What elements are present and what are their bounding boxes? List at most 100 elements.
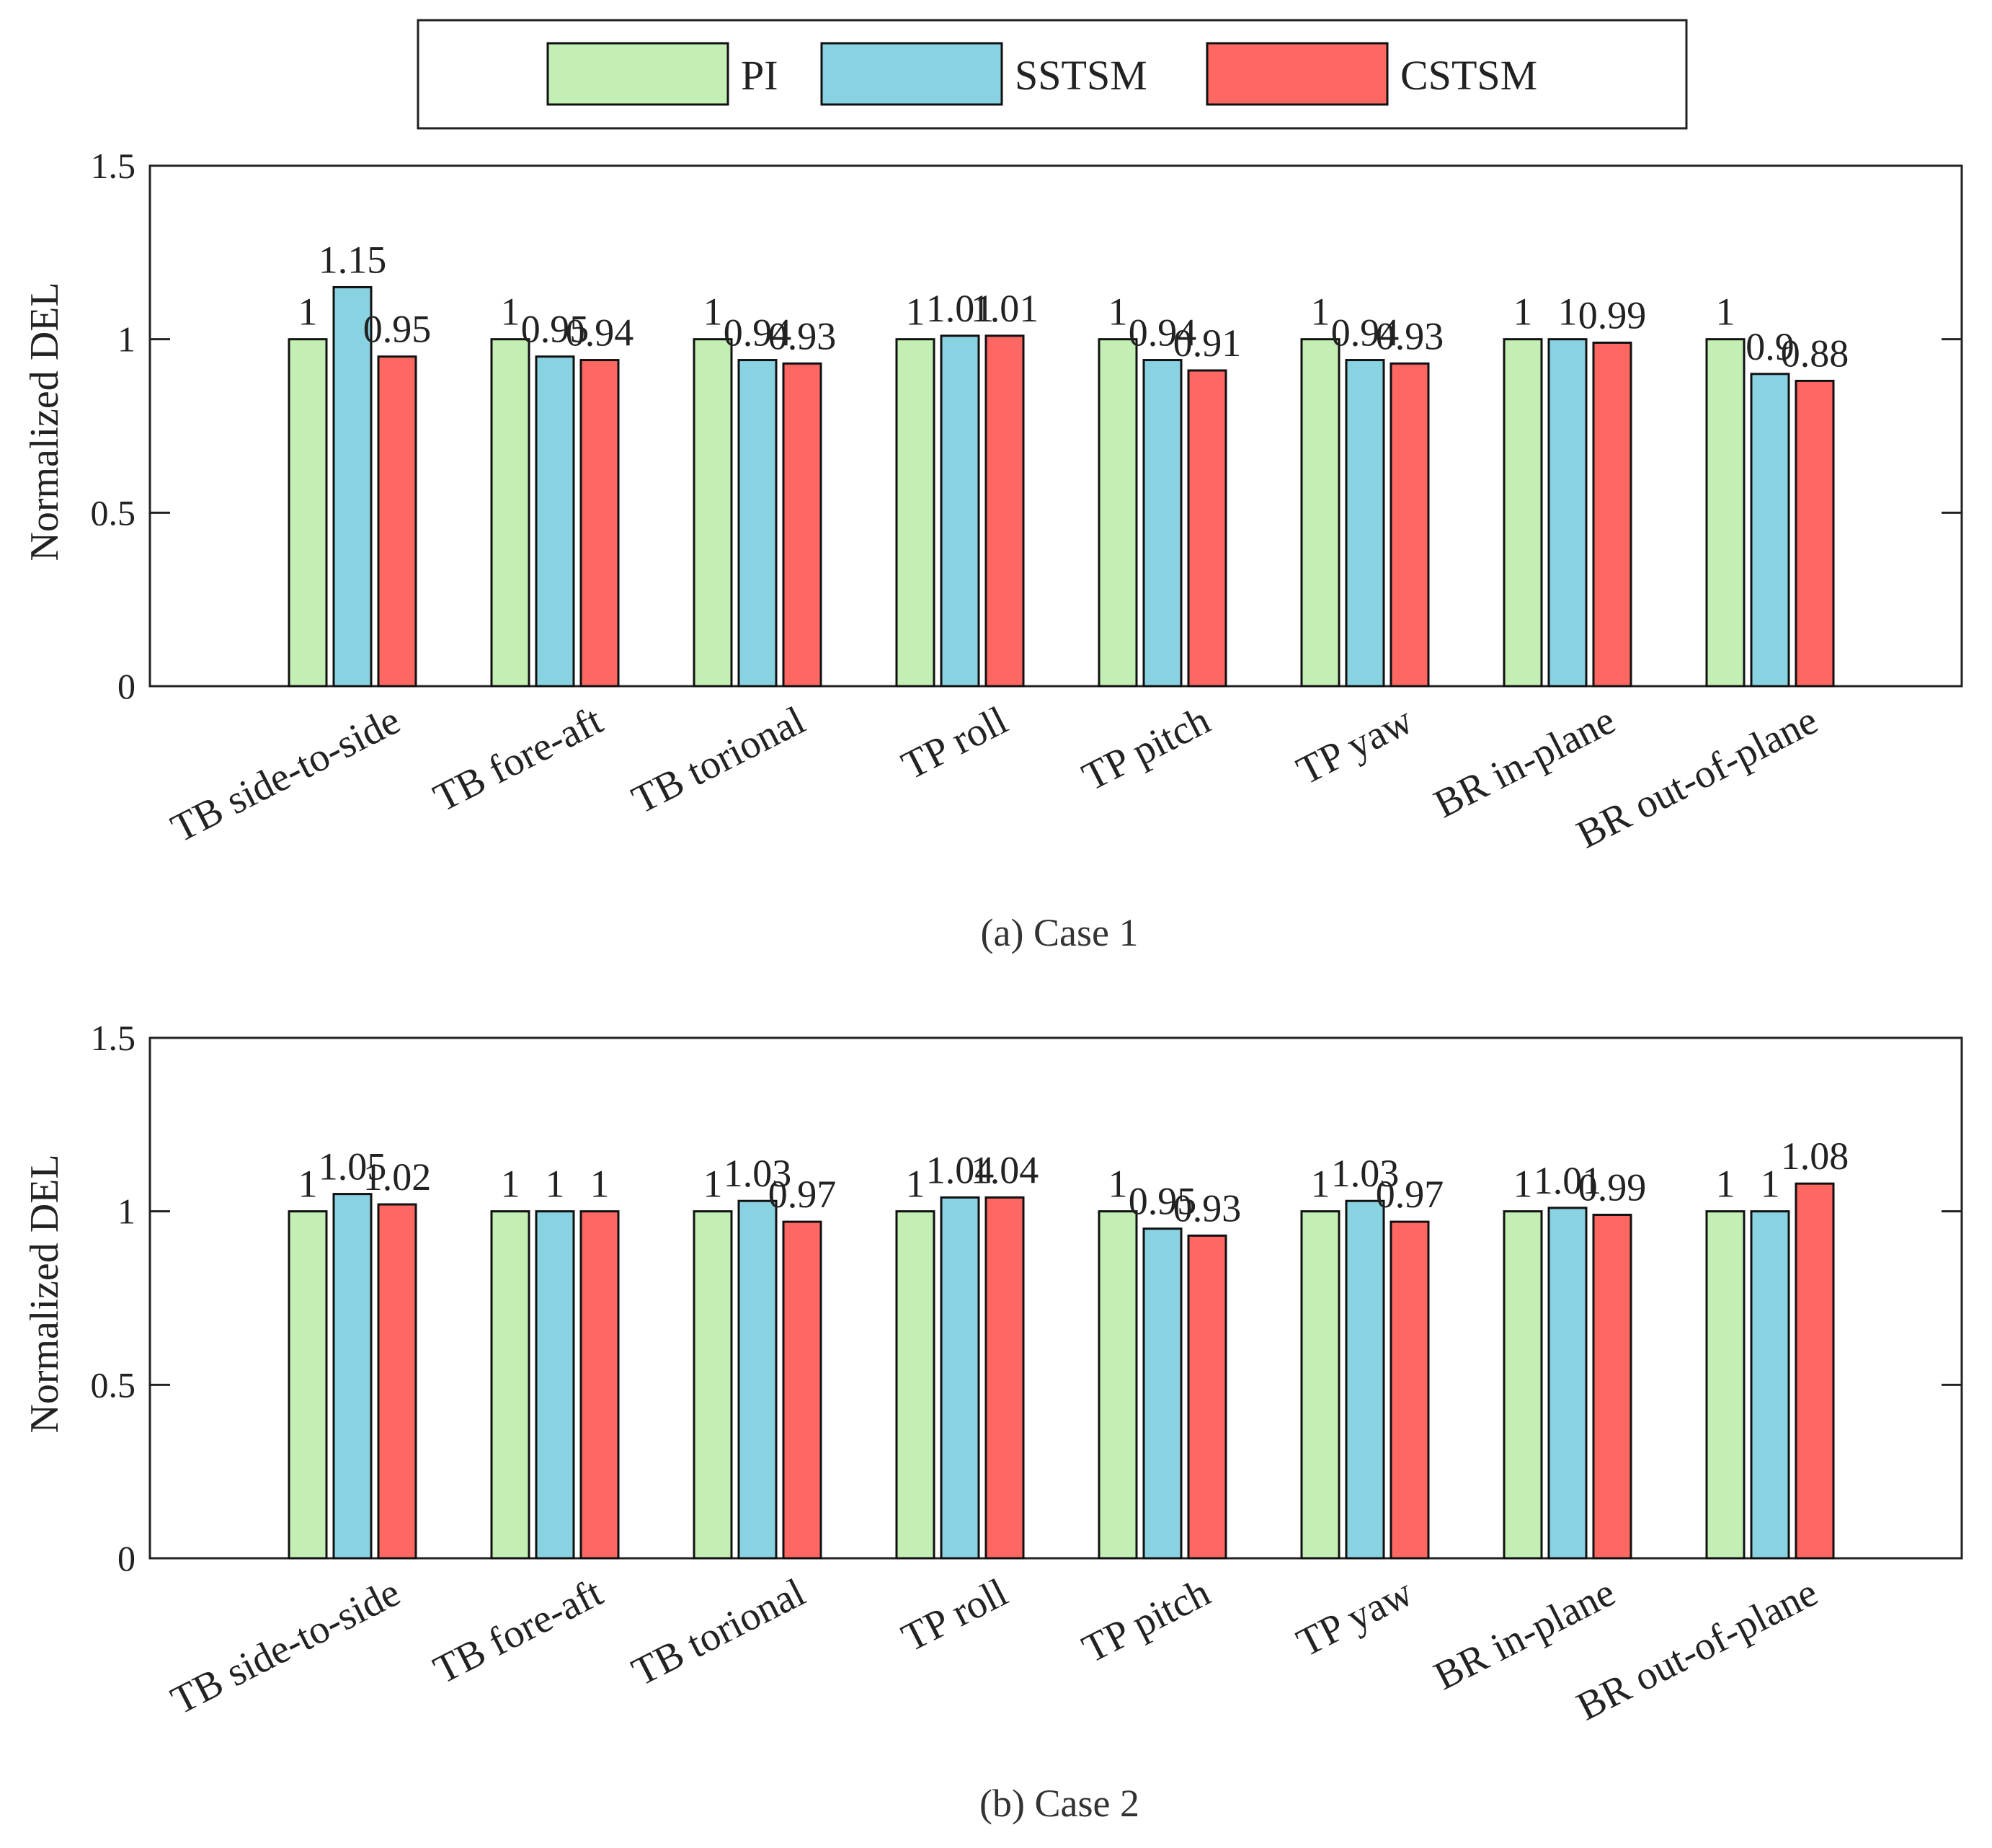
value-label-sstsm-tb-torional-case-1: 0.94	[724, 311, 792, 355]
bar-cstsm-br-out-of-plane-case-2	[1795, 1182, 1835, 1560]
bar-sstsm-tp-yaw-case-1	[1345, 359, 1385, 688]
bar-pi-tb-fore-aft-case-1	[490, 338, 530, 688]
y-axis-title-case-2: Normalized DEL	[22, 1154, 67, 1433]
y-axis-title-case-1: Normalized DEL	[22, 282, 67, 561]
value-label-sstsm-tp-pitch-case-1: 0.94	[1129, 311, 1197, 355]
bar-cstsm-tb-side-to-side-case-2	[377, 1203, 417, 1560]
value-label-cstsm-tp-roll-case-2: 1.04	[971, 1148, 1039, 1191]
bar-pi-tb-torional-case-2	[693, 1210, 733, 1560]
bar-pi-tp-yaw-case-2	[1300, 1210, 1340, 1560]
value-label-pi-tb-torional-case-2: 1	[703, 1163, 723, 1206]
value-label-sstsm-br-in-plane-case-2: 1.01	[1534, 1159, 1602, 1202]
caption-case-1: (a) Case 1	[981, 911, 1139, 954]
value-label-cstsm-tp-yaw-case-2: 0.97	[1376, 1173, 1444, 1216]
value-label-pi-tp-yaw-case-2: 1	[1311, 1163, 1330, 1206]
value-label-cstsm-br-in-plane-case-1: 0.99	[1578, 293, 1647, 337]
value-label-sstsm-tb-torional-case-2: 1.03	[724, 1152, 792, 1195]
plot-frame-case-2	[148, 1036, 1963, 1560]
y-tick-label-case-1: 1	[117, 319, 135, 360]
value-label-cstsm-tp-pitch-case-2: 0.93	[1173, 1186, 1242, 1230]
bar-pi-tp-pitch-case-2	[1098, 1210, 1138, 1560]
bar-cstsm-tp-roll-case-1	[984, 334, 1025, 688]
value-label-cstsm-br-in-plane-case-2: 0.99	[1578, 1165, 1647, 1209]
bar-sstsm-tb-side-to-side-case-2	[332, 1193, 373, 1560]
bar-cstsm-br-in-plane-case-1	[1592, 341, 1632, 688]
y-tick-label-case-1: 0.5	[91, 492, 136, 533]
bar-pi-tb-fore-aft-case-2	[490, 1210, 530, 1560]
value-label-sstsm-tb-fore-aft-case-1: 0.95	[521, 308, 590, 351]
bar-pi-br-in-plane-case-1	[1503, 338, 1543, 688]
bar-cstsm-tb-side-to-side-case-1	[377, 355, 417, 688]
bar-pi-br-out-of-plane-case-1	[1705, 338, 1746, 688]
bar-cstsm-tb-fore-aft-case-1	[579, 359, 620, 688]
value-label-cstsm-tb-fore-aft-case-1: 0.94	[566, 311, 634, 355]
bar-sstsm-tb-torional-case-1	[737, 359, 778, 688]
bar-pi-tp-yaw-case-1	[1300, 338, 1340, 688]
legend-label-sstsm: SSTSM	[1015, 52, 1147, 99]
caption-case-2: (b) Case 2	[979, 1782, 1139, 1825]
legend-swatch-pi	[546, 42, 729, 106]
bar-sstsm-tp-pitch-case-2	[1142, 1227, 1183, 1560]
value-label-pi-tb-fore-aft-case-1: 1	[501, 290, 520, 334]
y-tick-label-case-2: 1	[117, 1191, 135, 1232]
bar-pi-tp-roll-case-2	[895, 1210, 935, 1560]
value-label-pi-tp-pitch-case-2: 1	[1108, 1163, 1128, 1206]
value-label-cstsm-tp-yaw-case-1: 0.93	[1376, 314, 1444, 357]
value-label-cstsm-tb-side-to-side-case-1: 0.95	[363, 308, 432, 351]
bar-sstsm-br-out-of-plane-case-2	[1750, 1210, 1790, 1560]
value-label-cstsm-tb-fore-aft-case-2: 1	[590, 1163, 610, 1206]
bar-sstsm-tp-pitch-case-1	[1142, 359, 1183, 688]
bar-cstsm-tp-pitch-case-1	[1187, 369, 1227, 688]
value-label-cstsm-tb-torional-case-2: 0.97	[768, 1173, 837, 1216]
bar-cstsm-br-in-plane-case-2	[1592, 1213, 1632, 1560]
bar-sstsm-br-in-plane-case-1	[1547, 338, 1588, 688]
bar-sstsm-tb-fore-aft-case-1	[535, 355, 575, 688]
value-label-sstsm-br-out-of-plane-case-1: 0.9	[1746, 325, 1795, 368]
bar-cstsm-tp-yaw-case-2	[1389, 1220, 1430, 1560]
bar-sstsm-tb-side-to-side-case-1	[332, 285, 373, 688]
bar-pi-tb-side-to-side-case-1	[288, 338, 328, 688]
bar-cstsm-tb-fore-aft-case-2	[579, 1210, 620, 1560]
y-tick-label-case-2: 1.5	[91, 1018, 136, 1058]
value-label-pi-tp-roll-case-1: 1	[906, 290, 925, 334]
legend-swatch-sstsm	[820, 42, 1003, 106]
bar-sstsm-tb-torional-case-2	[737, 1199, 778, 1560]
value-label-pi-tb-torional-case-1: 1	[703, 290, 723, 334]
y-tick-label-case-2: 0.5	[91, 1364, 136, 1405]
value-label-cstsm-br-out-of-plane-case-2: 1.08	[1781, 1134, 1849, 1178]
bar-cstsm-tp-roll-case-2	[984, 1196, 1025, 1560]
bar-sstsm-br-in-plane-case-2	[1547, 1207, 1588, 1560]
y-tick-label-case-1: 0	[117, 666, 135, 706]
value-label-sstsm-br-in-plane-case-1: 1	[1558, 290, 1578, 334]
bar-cstsm-tp-pitch-case-2	[1187, 1234, 1227, 1560]
bar-sstsm-tb-fore-aft-case-2	[535, 1210, 575, 1560]
value-label-cstsm-tb-torional-case-1: 0.93	[768, 314, 837, 357]
bar-pi-tb-torional-case-1	[693, 338, 733, 688]
value-label-cstsm-tp-roll-case-1: 1.01	[971, 287, 1039, 330]
value-label-sstsm-tp-roll-case-1: 1.01	[926, 287, 995, 330]
value-label-cstsm-tp-pitch-case-1: 0.91	[1173, 321, 1242, 365]
plot-frame-case-1	[148, 164, 1963, 688]
bar-cstsm-tb-torional-case-1	[782, 362, 822, 688]
bar-pi-tp-pitch-case-1	[1098, 338, 1138, 688]
bar-cstsm-br-out-of-plane-case-1	[1795, 379, 1835, 688]
bar-pi-br-out-of-plane-case-2	[1705, 1210, 1746, 1560]
bar-pi-tp-roll-case-1	[895, 338, 935, 688]
value-label-sstsm-tp-roll-case-2: 1.04	[926, 1148, 995, 1191]
value-label-pi-br-in-plane-case-1: 1	[1513, 290, 1533, 334]
bar-pi-tb-side-to-side-case-2	[288, 1210, 328, 1560]
y-tick-label-case-1: 1.5	[91, 146, 136, 186]
value-label-sstsm-tp-yaw-case-1: 0.94	[1331, 311, 1400, 355]
value-label-cstsm-tb-side-to-side-case-2: 1.02	[363, 1155, 432, 1199]
value-label-pi-tp-roll-case-2: 1	[906, 1163, 925, 1206]
value-label-sstsm-tp-pitch-case-2: 0.95	[1129, 1180, 1197, 1223]
value-label-pi-br-out-of-plane-case-1: 1	[1716, 290, 1735, 334]
bar-cstsm-tb-torional-case-2	[782, 1220, 822, 1560]
value-label-sstsm-tp-yaw-case-2: 1.03	[1331, 1152, 1400, 1195]
bar-sstsm-br-out-of-plane-case-1	[1750, 373, 1790, 688]
legend-label-pi: PI	[741, 52, 778, 99]
value-label-cstsm-br-out-of-plane-case-1: 0.88	[1781, 332, 1849, 375]
value-label-pi-tb-fore-aft-case-2: 1	[501, 1163, 520, 1206]
